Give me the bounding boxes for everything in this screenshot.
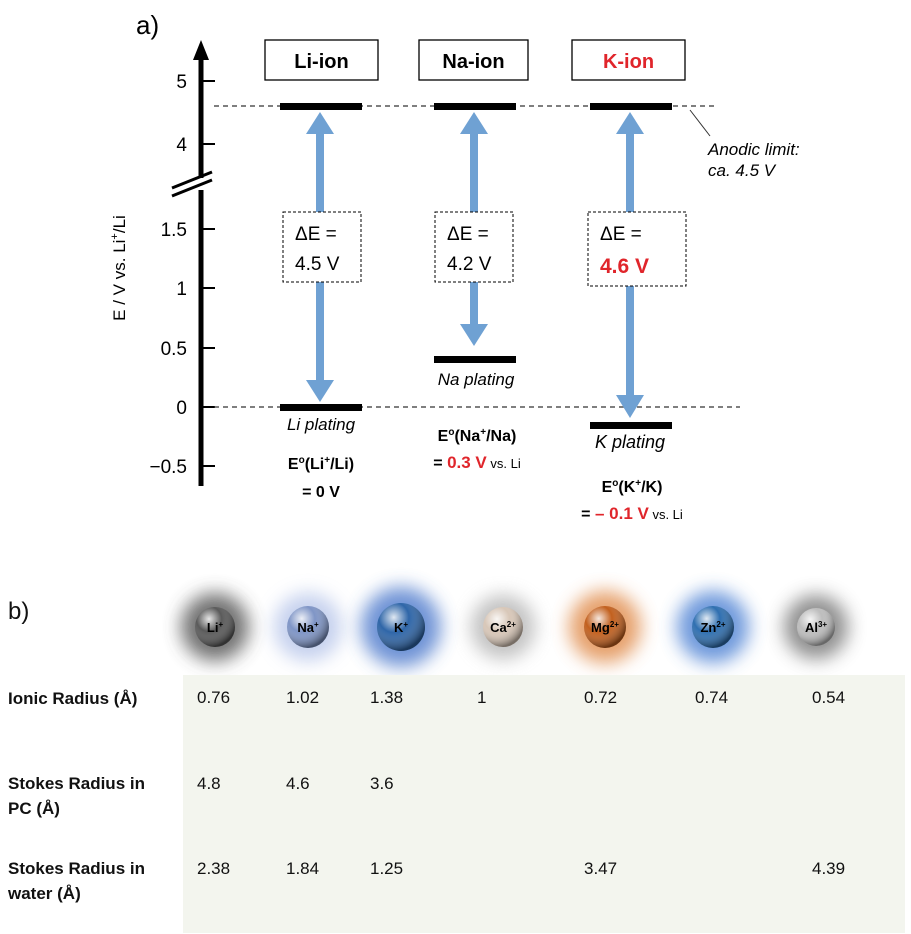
li-delta-e-line1: ΔE = xyxy=(295,224,337,245)
row-label-stokes-pc: Stokes Radius in PC (Å) xyxy=(8,771,145,821)
na-arrow-top-head xyxy=(460,112,488,134)
na-delta-e-line2: 4.2 V xyxy=(447,254,492,275)
table-cell: 3.47 xyxy=(584,859,618,878)
li-ion-column: Li-ion ΔE = 4.5 V Li plating Eo(Li+/Li) … xyxy=(264,39,379,501)
y-tick-labels: 5 4 1.5 1 0.5 0 −0.5 xyxy=(149,72,187,478)
tick-label-1: 1 xyxy=(176,279,187,300)
anodic-limit-pointer xyxy=(689,109,711,137)
na-plating-level-bar xyxy=(434,356,516,363)
li-arrow-bottom-head xyxy=(306,380,334,402)
li-plating-level-bar xyxy=(280,404,362,411)
k-arrow-bottom-head xyxy=(616,395,644,418)
na-potential-line1: Eo(Na+/Na) xyxy=(438,427,517,445)
k-plating-level-bar xyxy=(590,422,672,429)
ion-property-table xyxy=(183,675,905,933)
li-delta-e-line2: 4.5 V xyxy=(295,254,340,275)
row-label-line: Stokes Radius in xyxy=(8,774,145,793)
table-cell: 2.38 xyxy=(197,859,231,878)
table-cell: 0.74 xyxy=(695,688,729,707)
table-cell: 0.72 xyxy=(584,688,618,707)
row-label-line: PC (Å) xyxy=(8,799,60,818)
tick-label-minus-0-5: −0.5 xyxy=(149,457,187,478)
li-potential-line1: Eo(Li+/Li) xyxy=(288,455,354,473)
table-cell: 0.54 xyxy=(812,688,846,707)
li-ion-header-label: Li-ion xyxy=(294,51,348,73)
na-ion-sphere: Na+ xyxy=(274,593,342,661)
k-ion-header-label: K-ion xyxy=(603,51,654,73)
tick-label-4: 4 xyxy=(176,135,187,156)
axis-break-mark xyxy=(171,170,213,198)
ion-spheres: Li+ Na+ K+ Ca2+ Mg2+ xyxy=(181,587,848,667)
li-plating-label: Li plating xyxy=(287,415,356,434)
table-cell: 4.39 xyxy=(812,859,846,878)
anodic-limit-note: Anodic limit: ca. 4.5 V xyxy=(707,140,804,180)
na-ion-symbol: Na+ xyxy=(297,620,319,635)
na-plating-label: Na plating xyxy=(438,370,515,389)
row-label-line: Stokes Radius in xyxy=(8,859,145,878)
li-delta-e-box xyxy=(282,211,362,283)
k-ion-symbol: K+ xyxy=(394,620,408,635)
na-arrow-bottom-head xyxy=(460,324,488,346)
li-ion-header-box xyxy=(264,39,379,81)
k-delta-e-line2: 4.6 V xyxy=(600,255,649,278)
k-potential-line1: Eo(K+/K) xyxy=(602,478,663,496)
tick-label-0-5: 0.5 xyxy=(161,339,187,360)
mg-ion-symbol: Mg2+ xyxy=(591,620,619,635)
li-ion-sphere: Li+ xyxy=(181,593,249,661)
ca-ion-sphere: Ca2+ xyxy=(471,595,535,659)
na-delta-e-box xyxy=(434,211,514,283)
tick-label-0: 0 xyxy=(176,398,187,419)
li-ion-symbol: Li+ xyxy=(207,620,224,635)
zn-ion-sphere: Zn2+ xyxy=(677,591,749,663)
li-arrow-top-head xyxy=(306,112,334,134)
al-ion-sphere: Al3+ xyxy=(784,595,848,659)
k-plating-label: K plating xyxy=(595,432,665,452)
row-label-line: water (Å) xyxy=(8,884,81,903)
table-cell: 1 xyxy=(477,688,487,707)
na-ion-header-box xyxy=(418,39,529,81)
mg-ion-sphere: Mg2+ xyxy=(569,591,641,663)
zn-ion-symbol: Zn2+ xyxy=(700,620,725,635)
na-potential-line2: = 0.3 V vs. Li xyxy=(433,453,521,472)
table-cell: 1.38 xyxy=(370,688,404,707)
table-cell: 1.25 xyxy=(370,859,404,878)
k-ion-header-box xyxy=(571,39,686,81)
tick-label-5: 5 xyxy=(176,72,187,93)
ca-ion-symbol: Ca2+ xyxy=(490,620,516,635)
li-anodic-level-bar xyxy=(280,103,362,110)
table-cell: 1.02 xyxy=(286,688,320,707)
k-delta-e-line1: ΔE = xyxy=(600,224,642,245)
row-label-line: Ionic Radius (Å) xyxy=(8,689,138,708)
table-cell: 1.84 xyxy=(286,859,320,878)
li-potential-line2: = 0 V xyxy=(302,484,340,501)
na-ion-column: Na-ion ΔE = 4.2 V Na plating Eo(Na+/Na) … xyxy=(418,39,529,472)
tick-label-1-5: 1.5 xyxy=(161,220,187,241)
row-label-stokes-water: Stokes Radius in water (Å) xyxy=(8,856,145,906)
table-cell: 4.6 xyxy=(286,774,310,793)
k-anodic-level-bar xyxy=(590,103,672,110)
k-ion-column: K-ion ΔE = 4.6 V K plating Eo(K+/K) = – … xyxy=(571,39,687,523)
y-ticks xyxy=(201,80,215,467)
na-ion-header-label: Na-ion xyxy=(442,51,504,73)
y-axis-label: E / V vs. Li+/Li xyxy=(109,215,129,321)
na-anodic-level-bar xyxy=(434,103,516,110)
na-delta-e-line1: ΔE = xyxy=(447,224,489,245)
k-arrow-top-head xyxy=(616,112,644,134)
k-delta-e-box xyxy=(587,211,687,287)
k-ion-sphere: K+ xyxy=(361,587,441,667)
row-label-ionic-radius: Ionic Radius (Å) xyxy=(8,686,137,711)
table-cell: 3.6 xyxy=(370,774,394,793)
panel-a-label: a) xyxy=(136,10,159,40)
k-potential-line2: = – 0.1 V vs. Li xyxy=(581,504,683,523)
panel-b-label: b) xyxy=(8,598,30,625)
y-axis-arrowhead xyxy=(193,40,209,60)
table-cell: 0.76 xyxy=(197,688,231,707)
table-cell: 4.8 xyxy=(197,774,221,793)
al-ion-symbol: Al3+ xyxy=(805,620,827,635)
